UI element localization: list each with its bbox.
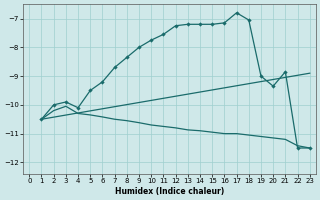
- X-axis label: Humidex (Indice chaleur): Humidex (Indice chaleur): [115, 187, 224, 196]
